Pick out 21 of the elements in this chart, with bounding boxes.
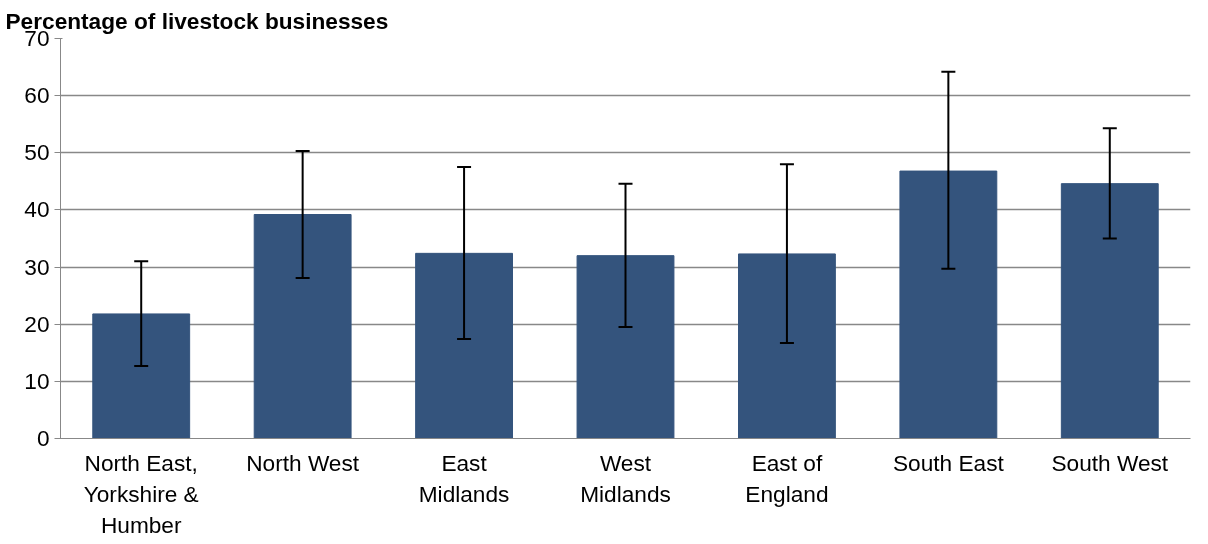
y-tick-label: 50 bbox=[24, 139, 50, 166]
y-tick-label: 20 bbox=[24, 310, 50, 337]
bar bbox=[415, 252, 513, 439]
y-tick-label: 40 bbox=[24, 196, 50, 223]
bar bbox=[1060, 183, 1159, 439]
bar bbox=[253, 214, 352, 439]
y-tick-label: 30 bbox=[24, 253, 50, 280]
x-tick-label: North West bbox=[246, 449, 360, 476]
x-tick-label: East Midlands bbox=[418, 449, 510, 507]
y-tick-label: 0 bbox=[36, 425, 50, 451]
x-tick-label: West Midlands bbox=[580, 449, 671, 507]
bar bbox=[899, 170, 998, 439]
y-tick-label: 10 bbox=[24, 367, 50, 394]
y-tick-label: 60 bbox=[24, 82, 50, 109]
x-tick-label: North East, Yorkshire & Humber bbox=[83, 449, 199, 538]
x-tick-label: East of England bbox=[745, 449, 829, 507]
x-tick-label: South West bbox=[1051, 449, 1169, 476]
bar bbox=[92, 313, 191, 439]
bar bbox=[576, 255, 675, 439]
x-tick-label: South East bbox=[892, 449, 1005, 476]
bar bbox=[738, 253, 836, 439]
